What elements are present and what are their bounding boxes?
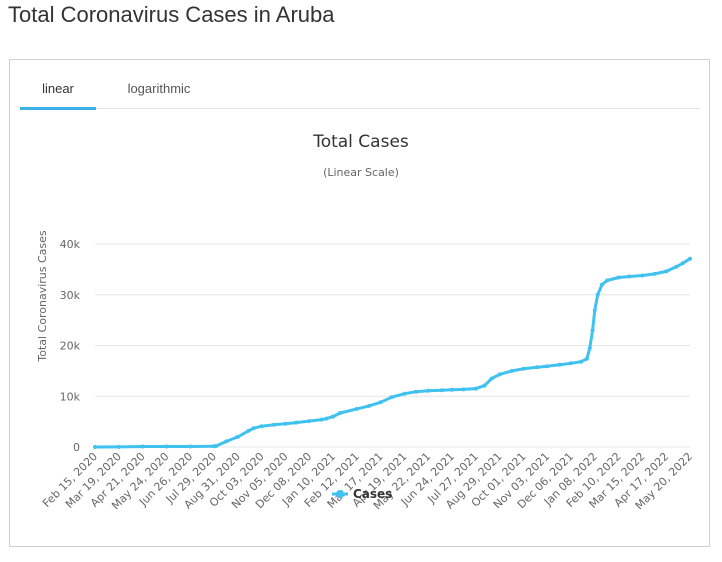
data-point <box>600 282 604 287</box>
series-line-cases <box>93 257 692 449</box>
tab-logarithmic[interactable]: logarithmic <box>127 81 191 96</box>
data-point <box>545 364 550 369</box>
scale-tabs: linear logarithmic <box>20 70 700 110</box>
data-point <box>367 403 372 408</box>
y-tick-label: 30k <box>60 289 81 302</box>
data-point <box>164 444 169 449</box>
data-point <box>116 444 121 449</box>
y-tick-label: 20k <box>60 340 81 353</box>
data-point <box>595 292 600 297</box>
data-point <box>246 428 251 433</box>
legend[interactable]: Cases <box>332 487 392 501</box>
chart-subtitle: (Linear Scale) <box>323 166 399 179</box>
y-tick-label: 40k <box>60 238 81 251</box>
data-point <box>402 391 407 396</box>
data-point <box>324 416 329 421</box>
data-point <box>450 387 454 392</box>
data-point <box>188 444 193 449</box>
data-point <box>482 383 487 388</box>
data-point <box>426 388 431 393</box>
data-point <box>579 359 584 364</box>
data-point <box>652 271 657 276</box>
data-point <box>557 362 562 367</box>
data-point <box>439 388 444 393</box>
grid-lines <box>95 243 690 448</box>
data-point <box>354 406 359 411</box>
data-point <box>592 308 597 312</box>
data-point <box>389 395 394 400</box>
data-point <box>584 356 589 361</box>
data-point <box>521 366 526 371</box>
data-point <box>331 414 335 419</box>
data-point <box>461 387 466 392</box>
data-point <box>378 400 383 405</box>
legend-label-cases: Cases <box>353 487 392 501</box>
data-point <box>93 445 97 449</box>
data-point <box>271 422 276 427</box>
data-point <box>473 386 478 391</box>
data-point <box>627 274 632 279</box>
y-axis-label: Total Coronavirus Cases <box>36 230 49 363</box>
data-point <box>616 275 621 280</box>
data-point <box>640 273 645 278</box>
data-point <box>259 424 264 429</box>
data-point <box>497 372 502 377</box>
data-point <box>688 256 692 261</box>
data-point <box>674 264 679 269</box>
page-title: Total Coronavirus Cases in Aruba <box>8 2 335 27</box>
data-point <box>294 420 299 425</box>
legend-swatch-marker <box>336 490 344 498</box>
data-point <box>214 444 219 448</box>
chart-title: Total Cases <box>312 132 409 152</box>
data-point <box>307 419 312 424</box>
data-point <box>235 434 240 439</box>
y-tick-labels: 0 10k 20k 30k 40k <box>60 238 81 454</box>
data-point <box>587 346 592 350</box>
chart-card: linear logarithmic Total Cases (Linear S… <box>9 59 710 547</box>
data-point <box>413 389 418 394</box>
data-point <box>664 269 669 274</box>
y-tick-label: 0 <box>73 441 80 454</box>
data-point <box>319 417 324 422</box>
tab-linear[interactable]: linear <box>42 81 74 96</box>
data-point <box>251 426 256 431</box>
series-cases <box>93 256 692 449</box>
data-point <box>338 411 343 415</box>
data-point <box>283 421 288 426</box>
active-tab-underline <box>20 107 96 110</box>
data-point <box>535 365 540 370</box>
y-tick-label: 10k <box>60 390 81 403</box>
data-point <box>569 361 573 366</box>
data-point <box>509 368 514 373</box>
data-point <box>605 278 610 283</box>
data-point <box>140 444 145 449</box>
data-point <box>680 261 685 266</box>
cases-chart: Total Cases (Linear Scale) Total Coronav… <box>36 132 695 512</box>
data-point <box>224 439 229 444</box>
data-point <box>590 328 595 333</box>
data-point <box>489 376 494 381</box>
